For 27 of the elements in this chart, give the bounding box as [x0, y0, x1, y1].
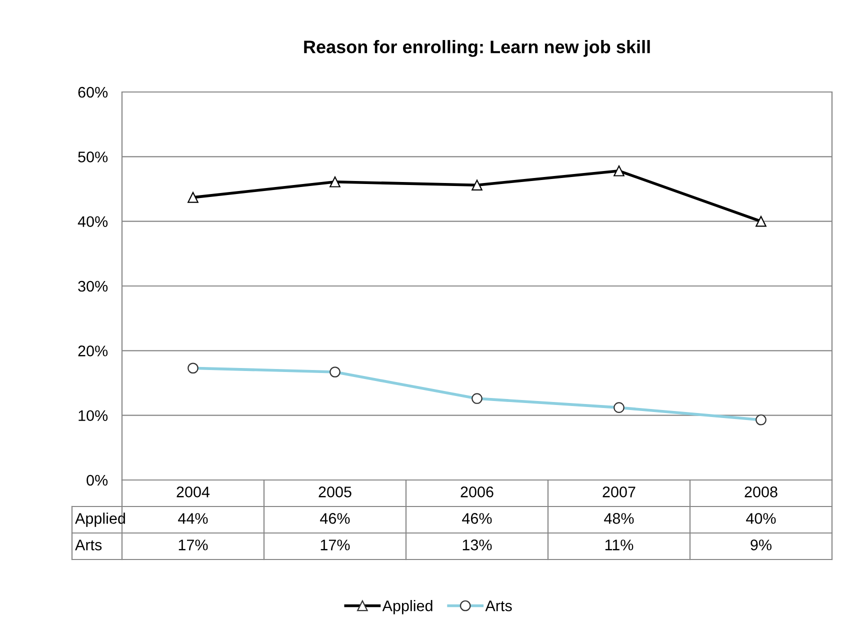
y-tick-label: 30%: [78, 280, 108, 292]
x-tick-label: 2007: [602, 486, 636, 498]
y-tick-label: 50%: [78, 152, 108, 162]
data-label: 9%: [750, 540, 772, 550]
legend-label: Arts: [485, 600, 512, 612]
text: Applied: [75, 512, 125, 527]
y-tick-label: 60%: [78, 86, 108, 98]
data-label: 48%: [604, 513, 634, 524]
x-tick-label: 2004: [176, 486, 210, 498]
data-label: 17%: [178, 540, 208, 550]
text: Arts: [75, 540, 102, 550]
chart-title: Reason for enrolling: Learn new job skill: [304, 40, 650, 57]
y-tick-label: 40%: [78, 216, 108, 228]
data-label: 44%: [178, 513, 208, 524]
x-tick-label: 2005: [318, 486, 352, 498]
x-tick-label: 2008: [744, 486, 778, 498]
data-label: 11%: [605, 540, 634, 550]
data-label: 46%: [320, 513, 350, 524]
x-tick-label: 2006: [460, 486, 494, 498]
data-label: 40%: [746, 513, 776, 524]
y-tick-label: 10%: [78, 410, 108, 422]
data-label: 13%: [462, 540, 492, 550]
y-tick-label: 20%: [78, 346, 108, 356]
y-tick-label: 0%: [86, 474, 108, 486]
data-label: 46%: [462, 513, 492, 524]
legend-label: Applied: [382, 600, 432, 614]
data-label: 17%: [320, 540, 350, 550]
